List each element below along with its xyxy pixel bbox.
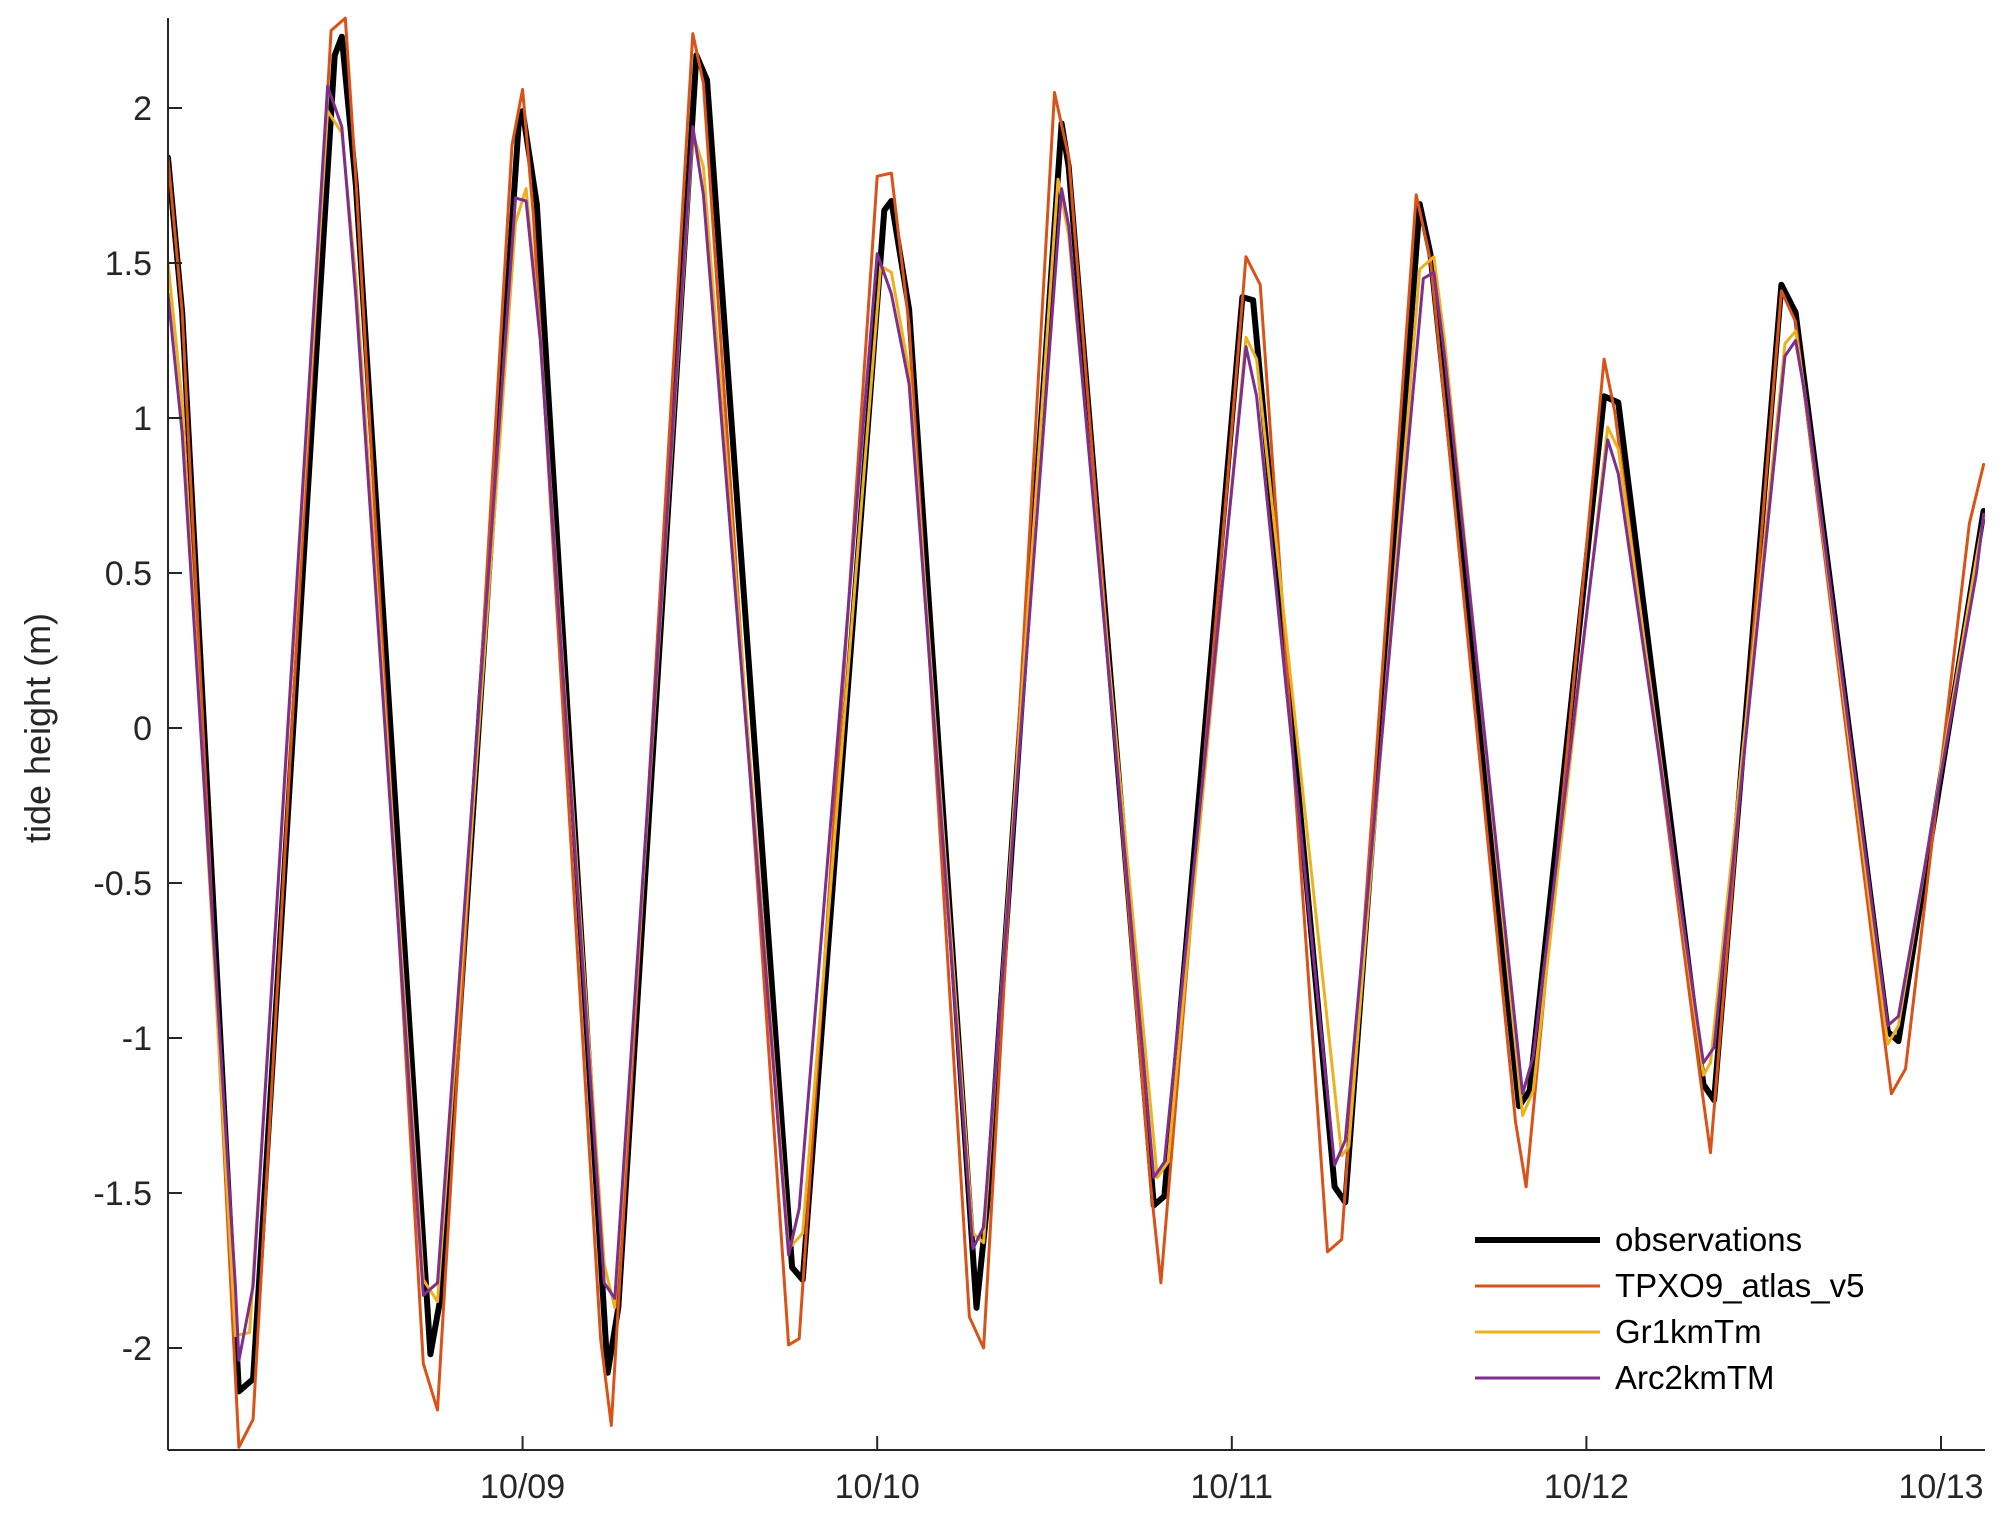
y-tick-label: 0.5	[105, 555, 152, 593]
y-tick-label: 1.5	[105, 245, 152, 283]
y-tick-label: 2	[133, 90, 152, 128]
y-tick-label: -1.5	[93, 1175, 152, 1213]
x-tick-label: 10/12	[1544, 1468, 1629, 1506]
y-tick-label: -0.5	[93, 865, 152, 903]
series-line-observations	[168, 33, 1985, 1395]
x-tick-label: 10/11	[1191, 1468, 1274, 1506]
series-layer	[168, 16, 1985, 1449]
x-tick-label: 10/13	[1898, 1468, 1983, 1506]
y-tick-label: 1	[133, 400, 152, 438]
legend-label: TPXO9_atlas_v5	[1615, 1267, 1864, 1304]
y-tick-label: -2	[122, 1330, 152, 1368]
legend-label: observations	[1615, 1221, 1802, 1258]
legend: observations TPXO9_atlas_v5 Gr1kmTm Arc2kmT…	[1475, 1221, 1864, 1396]
x-tick-label: 10/10	[835, 1468, 920, 1506]
axes-layer: 2 1.5 1 0.5 0 -0.5 -1 -1.5 -2 10/09 10/10 10/11 10/1…	[93, 18, 1985, 1506]
series-line-gr1kmtm	[168, 109, 1985, 1338]
y-tick-label: 0	[133, 710, 152, 748]
legend-label: Gr1kmTm	[1615, 1313, 1762, 1350]
y-axis-label: tide height (m)	[17, 613, 58, 843]
legend-label: Arc2kmTM	[1615, 1359, 1775, 1396]
x-tick-label: 10/09	[480, 1468, 565, 1506]
y-tick-label: -1	[122, 1020, 152, 1058]
series-line-arc2kmtm	[168, 84, 1985, 1362]
